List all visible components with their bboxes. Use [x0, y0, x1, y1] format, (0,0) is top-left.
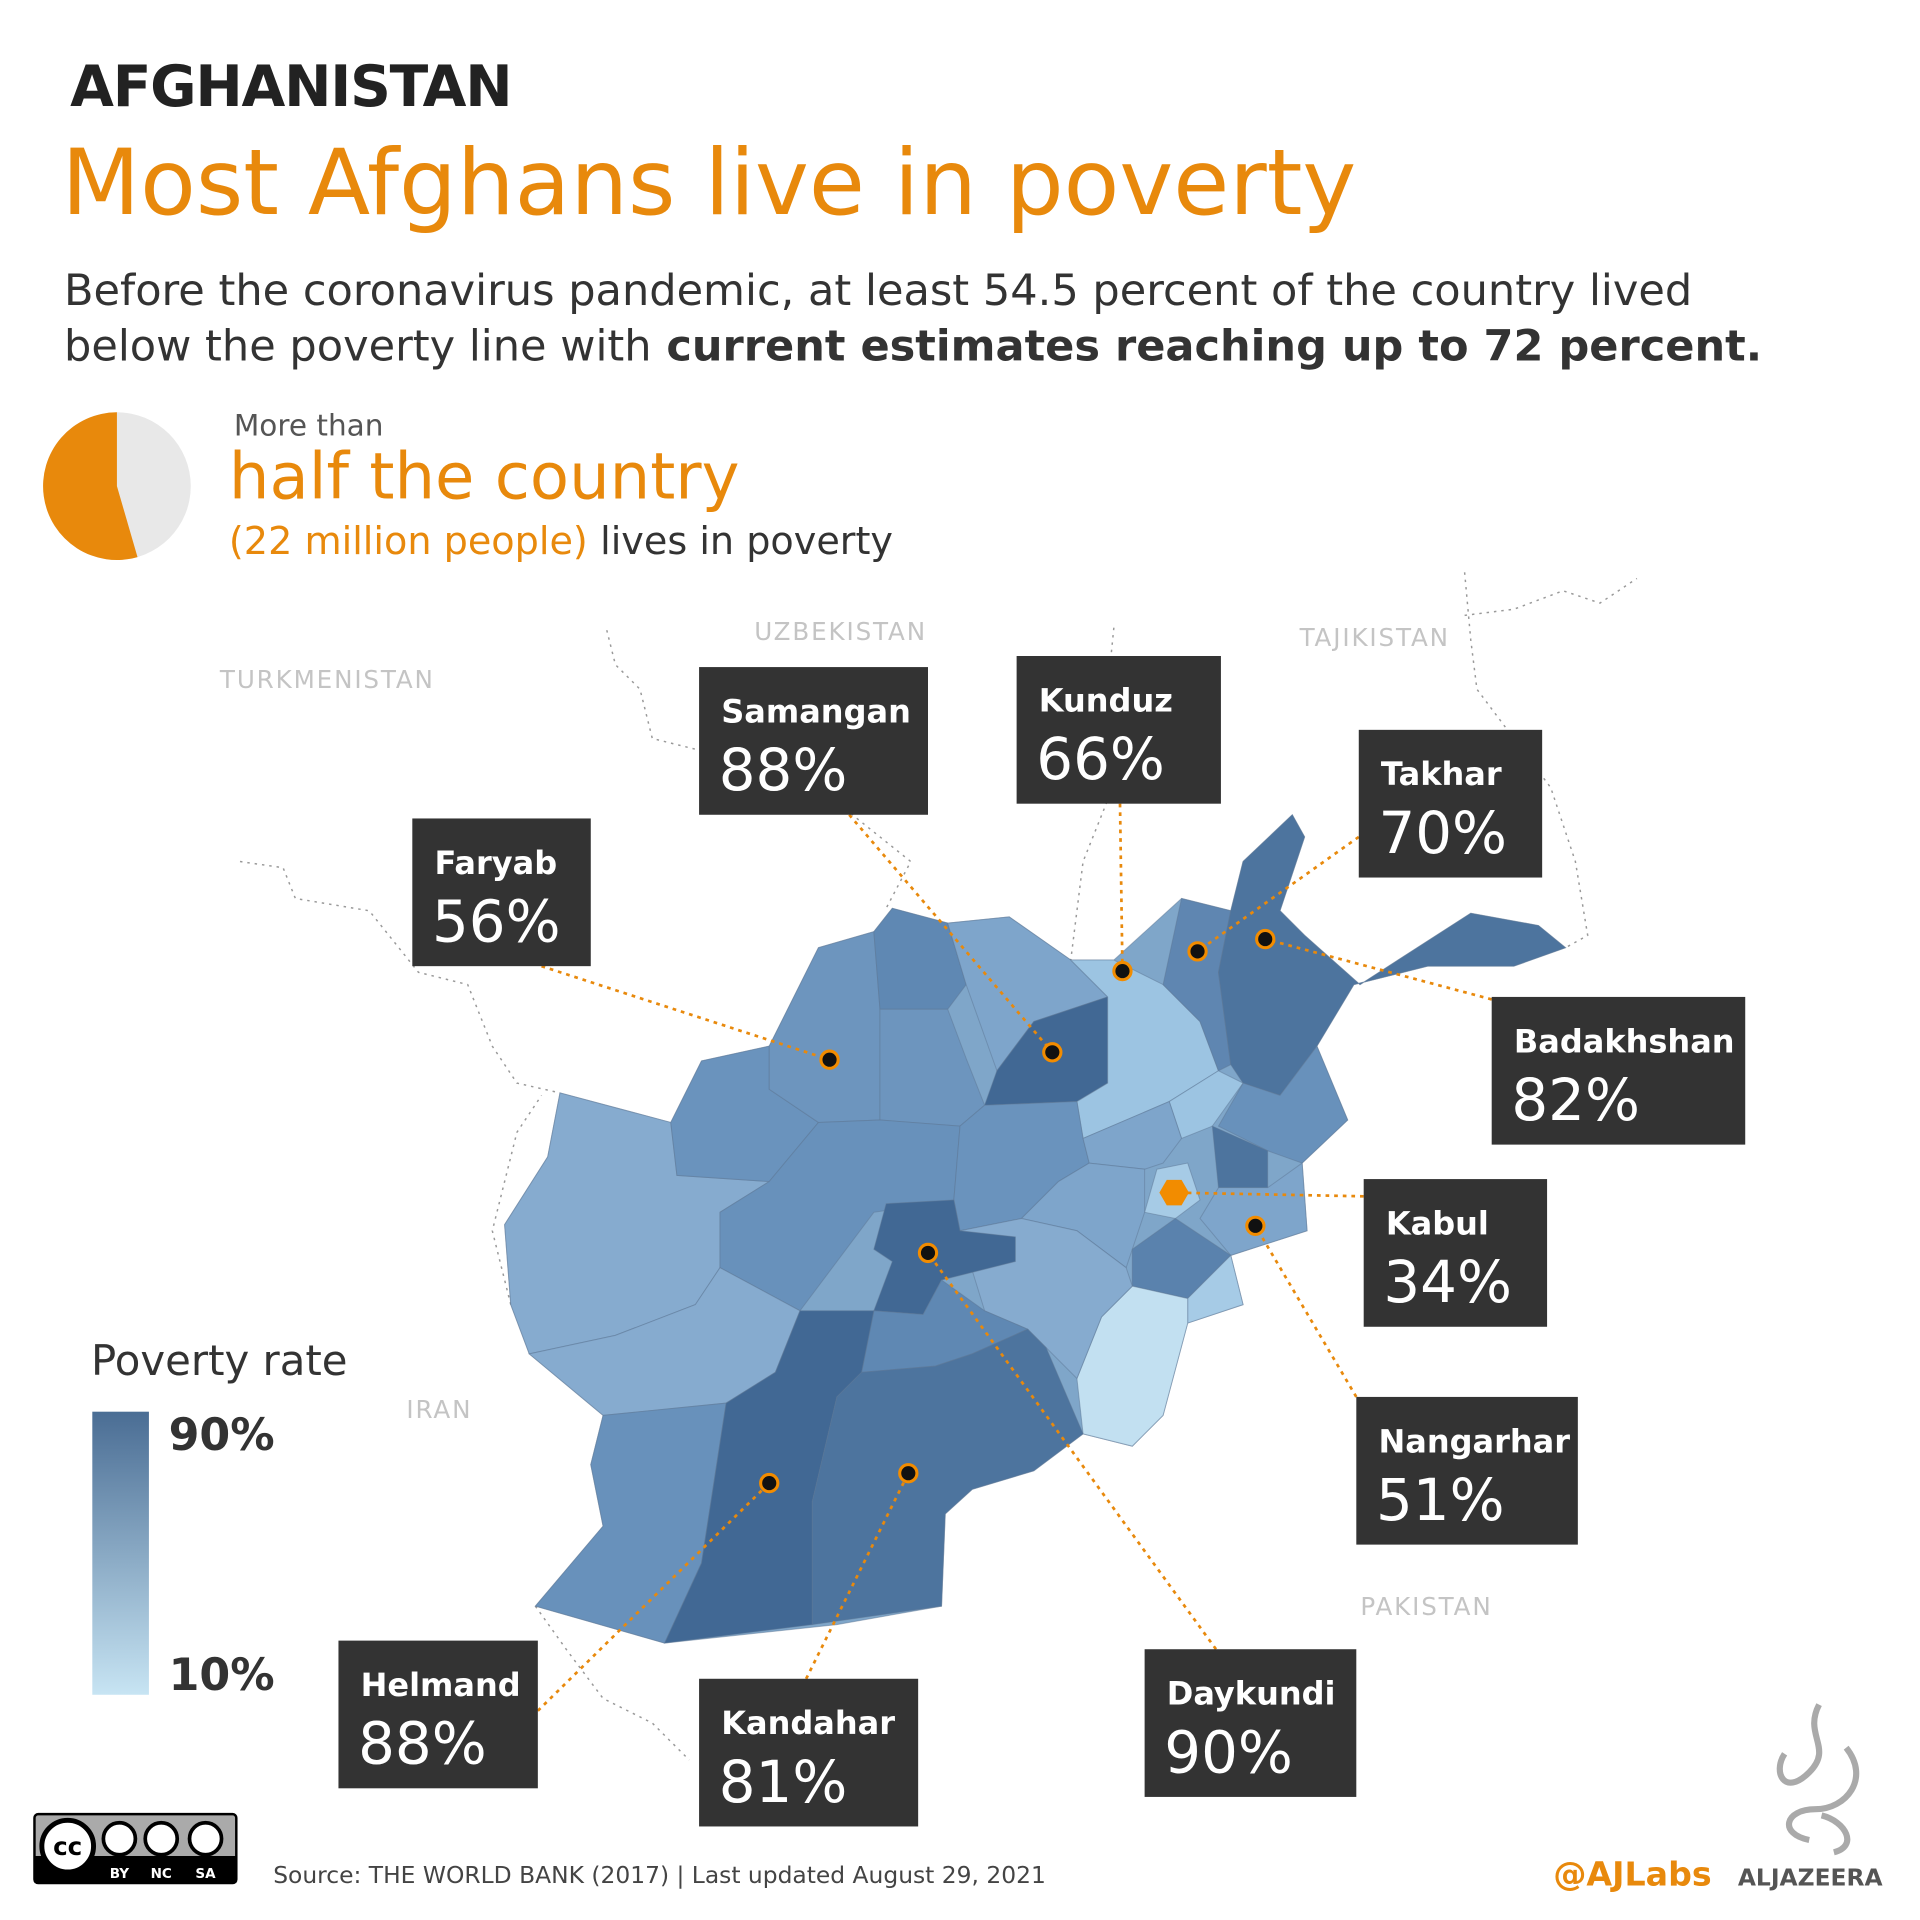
stat-accent: (22 million people) [229, 519, 588, 563]
country-label: TURKMENISTAN [219, 665, 435, 694]
border-line [1464, 577, 1638, 617]
license-term: SA [195, 1866, 216, 1882]
cc-circle [39, 1817, 96, 1875]
callout-box [338, 1640, 538, 1789]
map [504, 813, 1567, 1644]
province-name: Takhar [1381, 755, 1502, 793]
province-name: Samangan [721, 692, 911, 730]
province-dot [1187, 941, 1208, 962]
cc-symbol: cc [53, 1832, 82, 1861]
callout-box [699, 667, 928, 815]
kicker: AFGHANISTAN [70, 54, 511, 120]
handle: @AJLabs [1553, 1855, 1711, 1894]
province-rate: 88% [719, 736, 848, 804]
province-dot [1042, 1042, 1063, 1063]
leader-line [536, 1482, 771, 1712]
leader-line [926, 1252, 1218, 1651]
province-rate: 66% [1036, 725, 1165, 793]
province-dot [1245, 1215, 1266, 1236]
stat-headline: half the country [229, 440, 740, 514]
leader-line [1118, 803, 1124, 972]
leader-line [1174, 1191, 1364, 1198]
province-rate: 90% [1164, 1718, 1293, 1786]
country-label: UZBEKISTAN [754, 617, 927, 646]
title: Most Afghans live in poverty [62, 130, 1357, 236]
province-rate: 70% [1378, 799, 1507, 867]
province-dot [819, 1049, 840, 1070]
country-label: IRAN [406, 1395, 472, 1424]
source: Source: THE WORLD BANK (2017) | Last upd… [273, 1861, 1046, 1889]
legend-title: Poverty rate [91, 1336, 347, 1385]
province-rate: 88% [358, 1710, 487, 1778]
stat-text: lives in poverty [600, 519, 893, 563]
country-label: PAKISTAN [1360, 1592, 1492, 1621]
province-name: Kabul [1386, 1204, 1489, 1242]
legend-high: 90% [169, 1410, 275, 1461]
logo-shape [1776, 1703, 1860, 1856]
subtitle-line: Before the coronavirus pandemic, at leas… [64, 266, 1692, 316]
country-label: TAJIKISTAN [1299, 623, 1450, 652]
province-name: Daykundi [1167, 1675, 1336, 1713]
callout-box [1016, 656, 1221, 804]
brand: ALJAZEERA [1738, 1864, 1883, 1892]
callout-box [1144, 1649, 1357, 1797]
province-rate: 82% [1511, 1066, 1640, 1134]
border-line [1463, 572, 1589, 949]
logo-mark [1776, 1703, 1860, 1856]
leader-line [541, 964, 830, 1061]
province-rate: 56% [432, 888, 561, 956]
country-labels: UZBEKISTAN TURKMENISTAN TAJIKISTAN IRAN PAKI… [219, 617, 1492, 1621]
callout-box [1358, 729, 1543, 878]
callouts: Samangan 88% Kunduz 66% Takhar 70% Faryab 56% Ba… [338, 656, 1746, 1827]
stat-detail: (22 million people) lives in poverty [229, 519, 893, 563]
callout-box [412, 818, 591, 967]
border-line [239, 860, 561, 1094]
province-dot [1255, 928, 1276, 950]
province [719, 1119, 961, 1312]
pie-wedge [43, 412, 138, 560]
callout-box [1356, 1396, 1578, 1545]
province-dot [917, 1242, 939, 1264]
icon [187, 1820, 224, 1857]
icon [101, 1820, 138, 1857]
subtitle-bold: current estimates reaching up to 72 perc… [666, 322, 1762, 372]
province-dot [1112, 960, 1133, 982]
leader-line [1196, 835, 1360, 953]
province-dot [759, 1472, 780, 1494]
province [768, 931, 881, 1123]
callout-box [699, 1678, 919, 1827]
callout-box [1491, 996, 1746, 1145]
license-badge: cc BY NC SA [33, 1812, 238, 1885]
subtitle-text: below the poverty line with [64, 322, 652, 372]
icon [143, 1820, 180, 1857]
pie [43, 412, 191, 560]
stat-pre: More than [234, 409, 384, 443]
subtitle-line: below the poverty line with current estim… [64, 322, 1762, 372]
province-name: Helmand [361, 1666, 521, 1704]
province-name: Faryab [434, 844, 557, 882]
license-term: NC [151, 1866, 172, 1882]
province-name: Kunduz [1039, 681, 1173, 719]
province-dot [898, 1463, 919, 1484]
capital-marker [1159, 1179, 1189, 1206]
province-rate: 51% [1376, 1466, 1505, 1534]
leader-line [1254, 1225, 1358, 1398]
province-rate: 34% [1383, 1248, 1512, 1316]
leader-line [804, 1472, 910, 1680]
province-rate: 81% [719, 1748, 848, 1816]
leader-line [848, 813, 1054, 1054]
border-line [491, 1094, 543, 1305]
legend-ramp [92, 1411, 149, 1695]
province [811, 1328, 1084, 1626]
province [1217, 1045, 1349, 1164]
province-name: Kandahar [721, 1704, 895, 1742]
license-term: BY [110, 1866, 130, 1882]
province-name: Badakhshan [1514, 1022, 1735, 1060]
legend-low: 10% [169, 1650, 275, 1701]
callout-box [1363, 1179, 1548, 1327]
border-line [534, 1605, 690, 1761]
province-name: Nangarhar [1378, 1422, 1570, 1460]
